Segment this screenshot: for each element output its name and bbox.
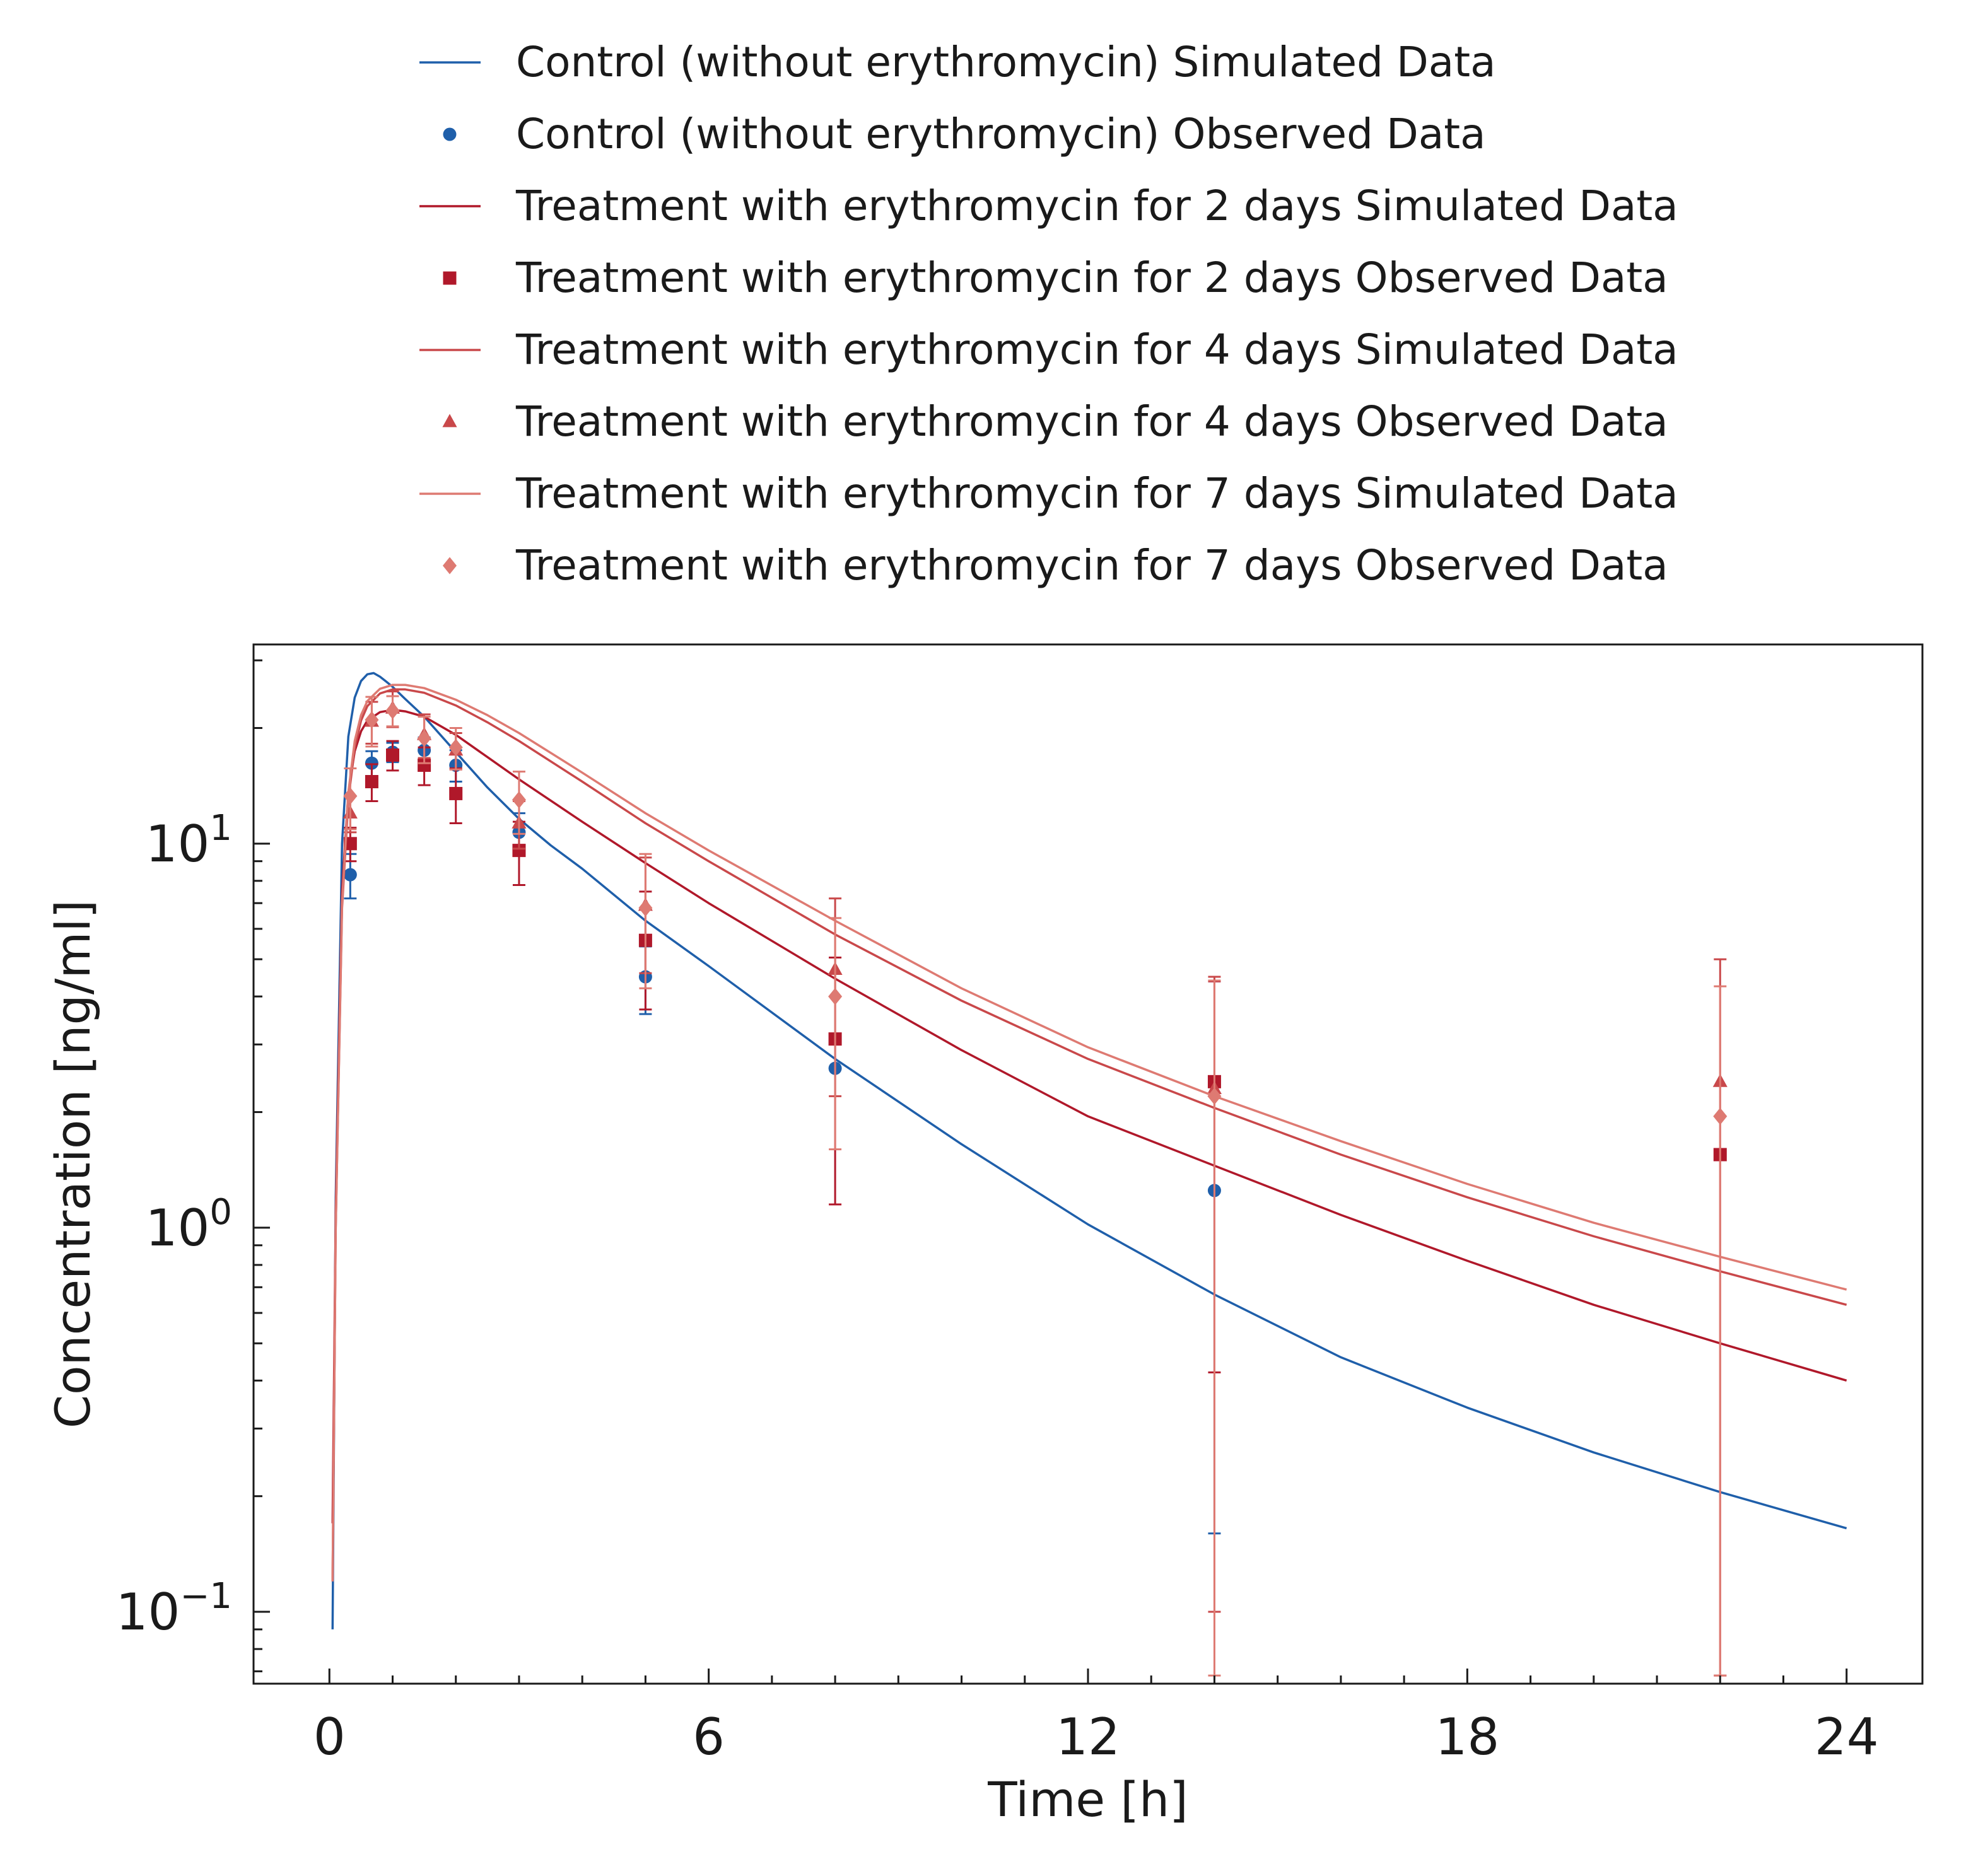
legend-label: Treatment with erythromycin for 2 days O…	[515, 253, 1668, 302]
data-point	[828, 988, 843, 1005]
legend-item: Treatment with erythromycin for 4 days S…	[419, 325, 1678, 374]
legend-label: Treatment with erythromycin for 7 days O…	[515, 541, 1668, 590]
data-point	[365, 756, 378, 770]
data-point	[512, 791, 526, 809]
data-point	[343, 868, 357, 882]
legend-item: Treatment with erythromycin for 2 days S…	[419, 182, 1678, 230]
x-tick-label: 18	[1435, 1708, 1499, 1766]
y-axis-title: Concentration [ng/ml]	[45, 900, 101, 1428]
legend-label: Control (without erythromycin) Simulated…	[516, 38, 1496, 86]
legend-marker-swatch	[443, 271, 457, 285]
y-tick-label: 101	[146, 808, 232, 873]
legend-label: Control (without erythromycin) Observed …	[516, 110, 1486, 158]
data-point	[386, 748, 399, 762]
data-point	[343, 787, 358, 805]
data-point	[365, 775, 378, 789]
data-point	[638, 899, 653, 917]
x-tick-label: 12	[1056, 1708, 1120, 1766]
simulated-series	[331, 688, 1847, 1582]
error-bar	[829, 917, 842, 1151]
y-tick-label: 10−1	[116, 1576, 232, 1641]
data-point	[418, 758, 431, 772]
legend-label: Treatment with erythromycin for 7 days S…	[515, 469, 1678, 518]
error-bar	[639, 853, 652, 989]
data-point	[1207, 1087, 1222, 1105]
data-point	[365, 711, 379, 729]
simulated-series	[331, 672, 1847, 1629]
legend-item: Treatment with erythromycin for 7 days O…	[442, 541, 1668, 590]
legend-item: Control (without erythromycin) Observed …	[443, 110, 1486, 158]
plot-series	[331, 672, 1847, 1677]
y-tick-label: 100	[146, 1192, 232, 1257]
x-axis-title: Time [h]	[987, 1771, 1188, 1827]
data-point	[512, 844, 526, 858]
legend-item: Treatment with erythromycin for 2 days O…	[443, 253, 1668, 302]
legend-marker-swatch	[443, 127, 457, 141]
data-point	[449, 786, 463, 800]
y-axis: 10−1 100 101	[116, 659, 270, 1672]
legend-item: Treatment with erythromycin for 4 days O…	[442, 397, 1668, 446]
data-point	[385, 702, 400, 720]
data-point	[1713, 1107, 1728, 1125]
x-axis: 0 6 12 18 24	[313, 1669, 1879, 1766]
x-tick-label: 24	[1815, 1708, 1879, 1766]
series-line	[331, 672, 1847, 1629]
legend-item: Control (without erythromycin) Simulated…	[419, 38, 1496, 86]
legend-item: Treatment with erythromycin for 7 days S…	[419, 469, 1678, 518]
series-line	[331, 688, 1847, 1582]
series-line	[331, 684, 1847, 1582]
x-tick-label: 6	[693, 1708, 725, 1766]
legend-label: Treatment with erythromycin for 4 days O…	[515, 397, 1668, 446]
data-point	[448, 738, 463, 756]
legend: Control (without erythromycin) Simulated…	[419, 38, 1678, 590]
x-tick-label: 0	[313, 1708, 346, 1766]
legend-marker-swatch	[442, 557, 457, 574]
legend-label: Treatment with erythromycin for 4 days S…	[515, 325, 1678, 374]
legend-marker-swatch	[442, 414, 457, 428]
legend-label: Treatment with erythromycin for 2 days S…	[515, 182, 1678, 230]
simulated-series	[331, 684, 1847, 1582]
data-point	[417, 730, 431, 747]
